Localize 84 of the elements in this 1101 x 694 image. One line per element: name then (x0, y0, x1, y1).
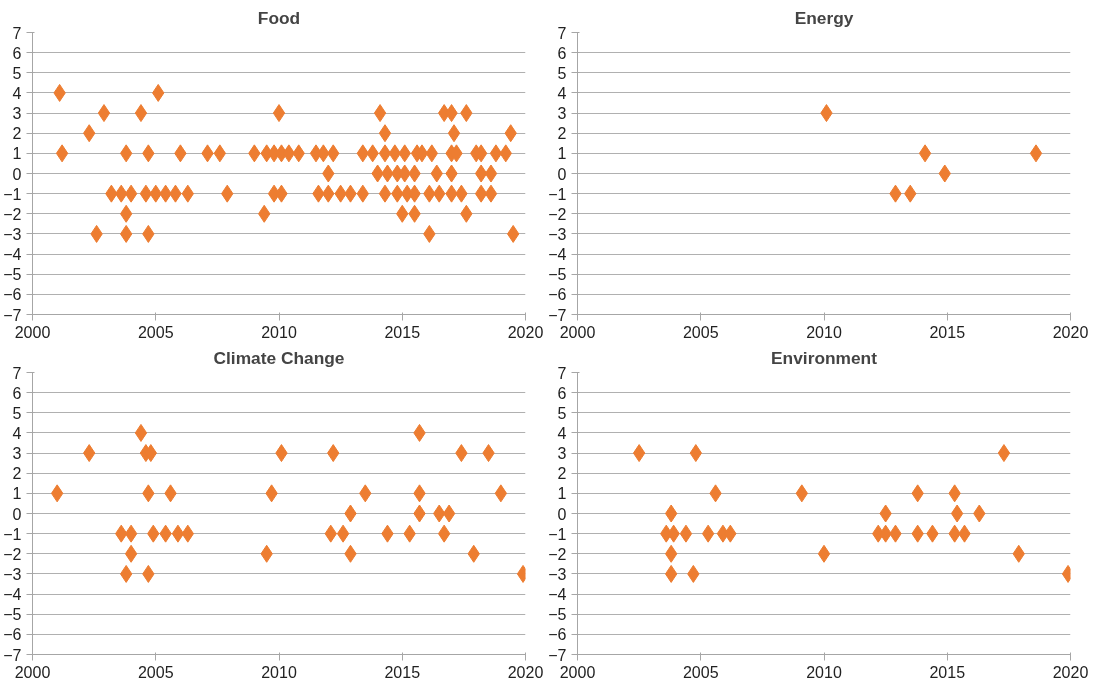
y-tick-label: 4 (12, 424, 22, 442)
y-tick-label: 5 (12, 64, 22, 82)
y-tick-label: 5 (557, 64, 567, 82)
y-tick-label: 6 (557, 44, 567, 62)
y-tick-label: −3 (3, 565, 22, 583)
y-tick-label: −3 (548, 565, 567, 583)
y-tick-label: −1 (548, 525, 567, 543)
x-tick-label: 2010 (806, 323, 842, 341)
y-tick-label: 4 (12, 84, 22, 102)
y-tick-label: 6 (12, 44, 22, 62)
y-tick-label: 1 (12, 485, 22, 503)
x-tick-label: 2020 (507, 663, 544, 681)
x-tick-label: 2000 (559, 323, 596, 341)
y-tick-label: −2 (3, 545, 22, 563)
y-tick-label: −4 (548, 246, 567, 264)
y-tick-label: 7 (12, 364, 22, 382)
y-tick-label: 0 (12, 165, 22, 183)
chart-title: Energy (794, 7, 854, 28)
y-tick-label: 0 (12, 505, 22, 523)
x-tick-label: 2000 (559, 663, 596, 681)
y-tick-label: 1 (12, 145, 22, 163)
y-tick-label: 4 (557, 424, 567, 442)
x-tick-label: 2000 (14, 663, 51, 681)
x-tick-label: 2005 (137, 663, 174, 681)
y-tick-label: −4 (3, 586, 22, 604)
x-tick-label: 2005 (682, 663, 719, 681)
y-tick-label: −6 (3, 626, 22, 644)
x-tick-label: 2005 (137, 323, 174, 341)
y-tick-label: −5 (548, 606, 567, 624)
x-tick-label: 2010 (806, 663, 842, 681)
y-tick-label: 7 (12, 24, 22, 42)
y-tick-label: −2 (548, 205, 567, 223)
x-tick-label: 2010 (261, 663, 297, 681)
y-tick-label: −7 (548, 306, 567, 324)
y-tick-label: −1 (3, 525, 22, 543)
y-tick-label: 3 (557, 445, 567, 463)
y-tick-label: −5 (548, 266, 567, 284)
y-tick-label: 6 (12, 384, 22, 402)
y-tick-label: 7 (557, 364, 567, 382)
y-tick-label: 2 (557, 125, 567, 143)
y-tick-label: −6 (548, 626, 567, 644)
y-tick-label: −6 (3, 286, 22, 304)
y-tick-label: 0 (557, 165, 567, 183)
chart-title: Food (257, 7, 301, 28)
y-tick-label: −5 (3, 266, 22, 284)
y-tick-label: 7 (557, 24, 567, 42)
y-tick-label: 1 (557, 145, 567, 163)
y-tick-label: −7 (548, 646, 567, 664)
y-tick-label: 5 (557, 404, 567, 422)
y-tick-label: −5 (3, 606, 22, 624)
chart-title: Environment (771, 347, 878, 368)
x-tick-label: 2020 (1052, 323, 1089, 341)
x-tick-label: 2020 (507, 323, 544, 341)
y-tick-label: −2 (548, 545, 567, 563)
y-tick-label: −1 (548, 185, 567, 203)
y-tick-label: 2 (12, 465, 22, 483)
chart-title: Climate Change (213, 347, 345, 368)
x-tick-label: 2020 (1052, 663, 1089, 681)
y-tick-label: −3 (548, 225, 567, 243)
y-tick-label: 3 (557, 105, 567, 123)
y-tick-label: −4 (548, 586, 567, 604)
x-tick-label: 2005 (682, 323, 719, 341)
x-tick-label: 2015 (384, 323, 421, 341)
y-tick-label: −3 (3, 225, 22, 243)
y-tick-label: −7 (3, 646, 22, 664)
x-tick-label: 2000 (14, 323, 51, 341)
y-tick-label: 6 (557, 384, 567, 402)
y-tick-label: −4 (3, 246, 22, 264)
x-tick-label: 2010 (261, 323, 297, 341)
y-tick-label: 2 (12, 125, 22, 143)
y-tick-label: 0 (557, 505, 567, 523)
y-tick-label: 3 (12, 105, 22, 123)
y-tick-label: 3 (12, 445, 22, 463)
y-tick-label: −6 (548, 286, 567, 304)
y-tick-label: 2 (557, 465, 567, 483)
y-tick-label: 4 (557, 84, 567, 102)
y-tick-label: −1 (3, 185, 22, 203)
y-tick-label: 5 (12, 404, 22, 422)
y-tick-label: −7 (3, 306, 22, 324)
x-tick-label: 2015 (929, 663, 966, 681)
x-tick-label: 2015 (384, 663, 421, 681)
y-tick-label: 1 (557, 485, 567, 503)
x-tick-label: 2015 (929, 323, 966, 341)
y-tick-label: −2 (3, 205, 22, 223)
